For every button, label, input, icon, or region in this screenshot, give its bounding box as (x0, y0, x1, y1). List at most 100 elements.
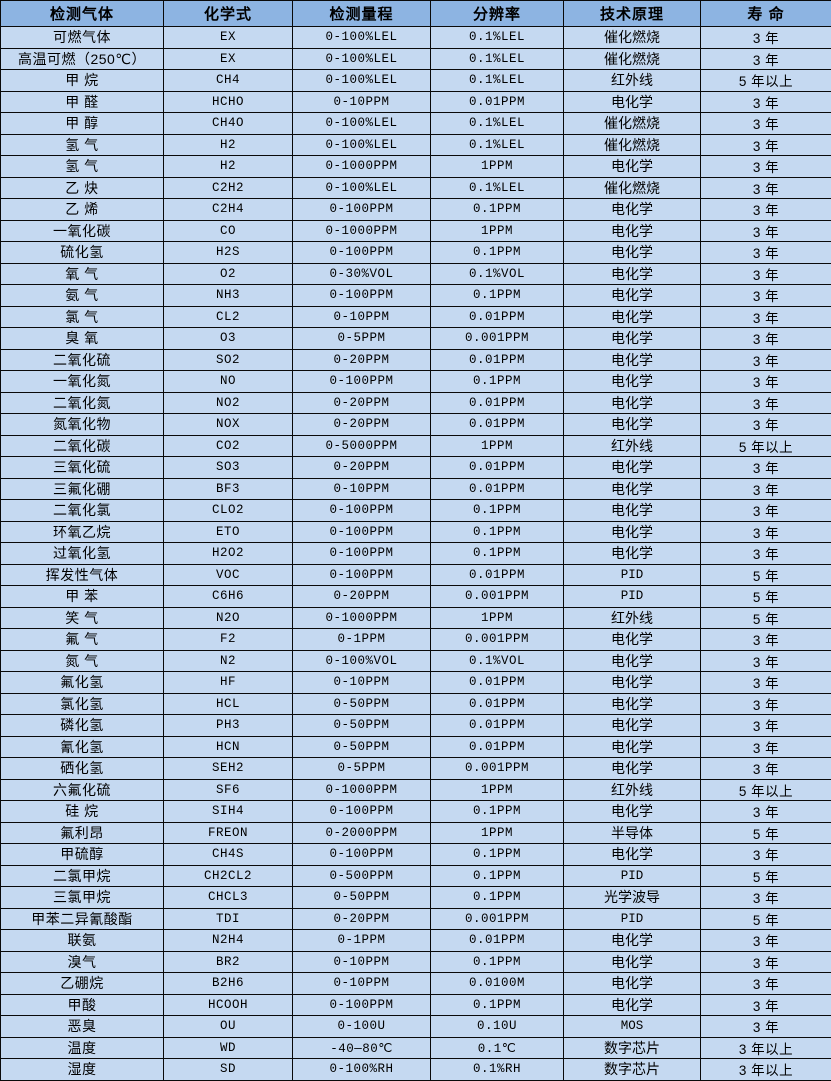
cell-principle: 红外线 (564, 779, 701, 801)
cell-formula: B2H6 (164, 973, 293, 995)
cell-formula: BF3 (164, 478, 293, 500)
cell-range: 0-5PPM (293, 758, 431, 780)
cell-resolution: 0.1PPM (431, 801, 564, 823)
cell-resolution: 0.1%LEL (431, 113, 564, 135)
cell-resolution: 0.0100M (431, 973, 564, 995)
cell-formula: CHCL3 (164, 887, 293, 909)
cell-lifespan: 3 年 (701, 736, 831, 758)
cell-lifespan: 3 年 (701, 844, 831, 866)
column-header-resolution: 分辨率 (431, 1, 564, 27)
cell-range: 0-100PPM (293, 543, 431, 565)
cell-range: 0-100%VOL (293, 650, 431, 672)
cell-principle: 数字芯片 (564, 1037, 701, 1059)
cell-principle: 电化学 (564, 242, 701, 264)
cell-gas-name: 甲苯二异氰酸酯 (1, 908, 164, 930)
column-header-formula: 化学式 (164, 1, 293, 27)
cell-principle: 电化学 (564, 285, 701, 307)
cell-principle: 电化学 (564, 629, 701, 651)
cell-range: 0-20PPM (293, 586, 431, 608)
cell-gas-name: 过氧化氢 (1, 543, 164, 565)
cell-range: 0-1PPM (293, 930, 431, 952)
cell-gas-name: 一氧化氮 (1, 371, 164, 393)
cell-lifespan: 3 年以上 (701, 1037, 831, 1059)
cell-lifespan: 5 年以上 (701, 435, 831, 457)
cell-lifespan: 3 年 (701, 349, 831, 371)
cell-lifespan: 5 年 (701, 822, 831, 844)
cell-resolution: 1PPM (431, 607, 564, 629)
cell-principle: PID (564, 908, 701, 930)
cell-range: 0-10PPM (293, 973, 431, 995)
cell-range: 0-10PPM (293, 672, 431, 694)
cell-lifespan: 3 年 (701, 478, 831, 500)
cell-gas-name: 氟 气 (1, 629, 164, 651)
cell-principle: 电化学 (564, 930, 701, 952)
cell-formula: NO (164, 371, 293, 393)
cell-principle: 红外线 (564, 435, 701, 457)
cell-formula: H2S (164, 242, 293, 264)
cell-range: 0-100%LEL (293, 113, 431, 135)
cell-resolution: 0.01PPM (431, 91, 564, 113)
cell-range: 0-20PPM (293, 349, 431, 371)
cell-gas-name: 甲 苯 (1, 586, 164, 608)
cell-range: 0-20PPM (293, 908, 431, 930)
cell-lifespan: 3 年 (701, 500, 831, 522)
cell-lifespan: 5 年 (701, 607, 831, 629)
cell-formula: HCHO (164, 91, 293, 113)
cell-resolution: 0.1PPM (431, 844, 564, 866)
cell-range: 0-5000PPM (293, 435, 431, 457)
cell-range: 0-100PPM (293, 500, 431, 522)
cell-principle: 电化学 (564, 693, 701, 715)
cell-gas-name: 氢 气 (1, 134, 164, 156)
cell-formula: EX (164, 48, 293, 70)
cell-principle: 电化学 (564, 263, 701, 285)
cell-gas-name: 氮 气 (1, 650, 164, 672)
cell-range: 0-10PPM (293, 478, 431, 500)
cell-range: 0-5PPM (293, 328, 431, 350)
cell-range: 0-100PPM (293, 242, 431, 264)
cell-resolution: 0.1%LEL (431, 27, 564, 49)
cell-resolution: 1PPM (431, 220, 564, 242)
cell-lifespan: 3 年 (701, 543, 831, 565)
cell-range: 0-20PPM (293, 457, 431, 479)
cell-resolution: 0.001PPM (431, 758, 564, 780)
cell-lifespan: 3 年 (701, 371, 831, 393)
cell-resolution: 0.001PPM (431, 629, 564, 651)
cell-range: 0-100PPM (293, 844, 431, 866)
cell-formula: OU (164, 1016, 293, 1038)
cell-lifespan: 3 年 (701, 328, 831, 350)
cell-formula: CO2 (164, 435, 293, 457)
cell-formula: HCOOH (164, 994, 293, 1016)
cell-gas-name: 氟利昂 (1, 822, 164, 844)
cell-principle: 电化学 (564, 801, 701, 823)
cell-gas-name: 六氟化硫 (1, 779, 164, 801)
cell-principle: PID (564, 564, 701, 586)
cell-resolution: 0.01PPM (431, 715, 564, 737)
cell-lifespan: 5 年 (701, 865, 831, 887)
cell-resolution: 0.1%LEL (431, 70, 564, 92)
cell-gas-name: 联氨 (1, 930, 164, 952)
cell-formula: PH3 (164, 715, 293, 737)
cell-lifespan: 5 年以上 (701, 70, 831, 92)
cell-gas-name: 甲 醛 (1, 91, 164, 113)
cell-formula: N2O (164, 607, 293, 629)
cell-range: 0-1000PPM (293, 220, 431, 242)
cell-range: 0-100PPM (293, 564, 431, 586)
cell-principle: 电化学 (564, 758, 701, 780)
cell-gas-name: 笑 气 (1, 607, 164, 629)
cell-resolution: 1PPM (431, 156, 564, 178)
cell-range: 0-100PPM (293, 801, 431, 823)
cell-resolution: 0.01PPM (431, 693, 564, 715)
cell-gas-name: 乙硼烷 (1, 973, 164, 995)
cell-principle: 电化学 (564, 736, 701, 758)
cell-gas-name: 甲硫醇 (1, 844, 164, 866)
cell-lifespan: 3 年 (701, 951, 831, 973)
cell-range: 0-2000PPM (293, 822, 431, 844)
